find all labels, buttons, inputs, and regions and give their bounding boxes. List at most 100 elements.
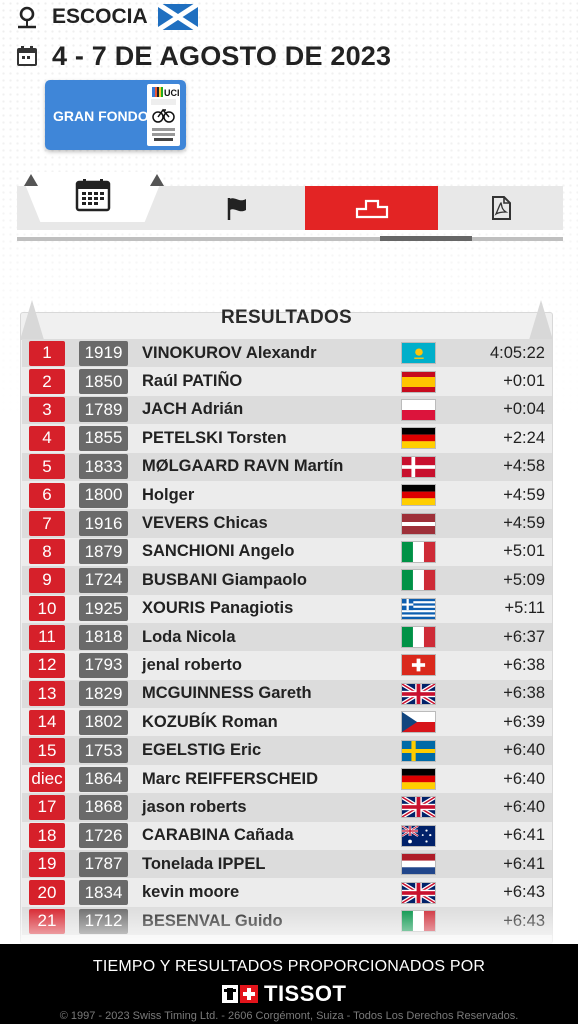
great-britain-flag-icon: [401, 881, 436, 904]
finish-time: +6:41: [503, 854, 545, 873]
footer-provided-by: TIEMPO Y RESULTADOS PROPORCIONADOS POR: [92, 958, 486, 975]
result-row[interactable]: 11 1818 Loda Nicola +6:37: [22, 622, 552, 652]
bib-number: 1787: [79, 851, 128, 877]
italy-flag-icon: [401, 569, 436, 592]
finish-time: +6:41: [503, 826, 545, 845]
finish-time: +4:59: [503, 514, 545, 533]
rider-name: Holger: [142, 485, 195, 504]
tab-results[interactable]: [305, 186, 438, 230]
podium-icon: [355, 199, 388, 219]
result-row[interactable]: 20 1834 kevin moore +6:43: [22, 878, 552, 907]
results-header: RESULTADOS: [20, 300, 553, 340]
position-badge: 7: [29, 511, 65, 537]
scotland-flag-icon: [157, 4, 198, 30]
result-row[interactable]: 2 1850 Raúl PATIÑO +0:01: [22, 367, 552, 396]
poland-flag-icon: [401, 398, 436, 421]
finish-time: +6:39: [503, 712, 545, 731]
tab-underline: [17, 237, 563, 241]
germany-flag-icon: [401, 484, 436, 507]
bib-number: 1818: [79, 624, 128, 650]
location-pin-icon: [18, 6, 36, 29]
czechia-flag-icon: [401, 711, 436, 734]
finish-time: +0:04: [503, 400, 545, 419]
flag-icon: [227, 198, 246, 220]
rider-name: kevin moore: [142, 883, 240, 902]
finish-time: +5:11: [504, 599, 545, 618]
event-dates: 4 - 7 DE AGOSTO DE 2023: [52, 40, 392, 71]
result-row[interactable]: 18 1726 CARABINA Cañada +6:41: [22, 821, 552, 851]
rider-name: MCGUINNESS Gareth: [142, 684, 312, 703]
tab-calendar-active[interactable]: [20, 172, 165, 222]
finish-time: 4:05:22: [489, 343, 545, 362]
finish-time: +6:40: [503, 769, 545, 788]
result-row[interactable]: 5 1833 MØLGAARD RAVN Martín +4:58: [22, 452, 552, 481]
calendar-small-icon: [17, 46, 37, 66]
tab-start[interactable]: [167, 186, 307, 230]
position-badge: 17: [29, 794, 65, 820]
finish-time: +6:43: [503, 883, 545, 902]
uci-logo: UCI: [147, 84, 180, 146]
latvia-flag-icon: [401, 512, 436, 535]
tab-pdf[interactable]: [438, 186, 563, 230]
footer: TIEMPO Y RESULTADOS PROPORCIONADOS POR T…: [0, 944, 578, 1024]
bib-number: 1724: [79, 567, 128, 593]
australia-flag-icon: [401, 824, 436, 847]
result-row[interactable]: 13 1829 MCGUINNESS Gareth +6:38: [22, 679, 552, 709]
result-row[interactable]: 6 1800 Holger +4:59: [22, 480, 552, 510]
position-badge: 19: [29, 851, 65, 877]
location-label: ESCOCIA: [52, 5, 148, 28]
event-badge-gran-fondo[interactable]: GRAN FONDO UCI: [45, 80, 186, 150]
position-badge: 18: [29, 823, 65, 849]
bib-number: 1726: [79, 823, 128, 849]
germany-flag-icon: [401, 427, 436, 450]
rider-name: jenal roberto: [142, 655, 242, 674]
bib-number: 1850: [79, 369, 128, 395]
position-badge: 13: [29, 681, 65, 707]
calendar-icon: [75, 179, 111, 212]
result-row[interactable]: 9 1724 BUSBANI Giampaolo +5:09: [22, 566, 552, 595]
switzerland-flag-icon: [401, 654, 436, 677]
position-badge: 20: [29, 880, 65, 906]
result-row[interactable]: 15 1753 EGELSTIG Eric +6:40: [22, 736, 552, 765]
tissot-logo[interactable]: TISSOT: [222, 981, 346, 1006]
kazakhstan-flag-icon: [401, 342, 436, 365]
rider-name: JACH Adrián: [142, 400, 244, 419]
position-badge: 6: [29, 482, 65, 508]
result-row[interactable]: 10 1925 XOURIS Panagiotis +5:11: [22, 594, 552, 623]
result-row[interactable]: 7 1916 VEVERS Chicas +4:59: [22, 509, 552, 538]
result-row[interactable]: 1 1919 VINOKUROV Alexandr 4:05:22: [22, 339, 552, 368]
result-row[interactable]: 3 1789 JACH Adrián +0:04: [22, 395, 552, 425]
result-row[interactable]: diec 1864 Marc REIFFERSCHEID +6:40: [22, 764, 552, 794]
tab-active-indicator: [380, 236, 472, 241]
header-decoration-right: [529, 300, 553, 340]
position-badge: 14: [29, 709, 65, 735]
svg-text:UCI: UCI: [164, 88, 180, 98]
list-fade: [20, 906, 553, 944]
germany-flag-icon: [401, 768, 436, 791]
notch-decoration-left: [24, 174, 38, 186]
location-row: ESCOCIA: [16, 2, 198, 32]
rider-name: XOURIS Panagiotis: [142, 599, 294, 618]
great-britain-flag-icon: [401, 682, 436, 705]
finish-time: +6:38: [503, 684, 545, 703]
result-row[interactable]: 14 1802 KOZUBÍK Roman +6:39: [22, 708, 552, 737]
bib-number: 1802: [79, 709, 128, 735]
header-decoration-left: [20, 300, 44, 340]
finish-time: +2:24: [503, 428, 545, 447]
rider-name: SANCHIONI Angelo: [142, 542, 295, 561]
rider-name: EGELSTIG Eric: [142, 741, 262, 760]
result-row[interactable]: 12 1793 jenal roberto +6:38: [22, 651, 552, 680]
italy-flag-icon: [401, 540, 436, 563]
tissot-cross-icon: [222, 985, 258, 1003]
denmark-flag-icon: [401, 455, 436, 478]
result-row[interactable]: 4 1855 PETELSKI Torsten +2:24: [22, 424, 552, 453]
position-badge: 3: [29, 397, 65, 423]
rider-name: Loda Nicola: [142, 627, 236, 646]
finish-time: +5:01: [503, 542, 545, 561]
result-row[interactable]: 19 1787 Tonelada IPPEL +6:41: [22, 850, 552, 879]
result-row[interactable]: 17 1868 jason roberts +6:40: [22, 793, 552, 822]
great-britain-flag-icon: [401, 796, 436, 819]
netherlands-flag-icon: [401, 853, 436, 876]
result-row[interactable]: 8 1879 SANCHIONI Angelo +5:01: [22, 537, 552, 567]
position-badge: 11: [29, 624, 65, 650]
